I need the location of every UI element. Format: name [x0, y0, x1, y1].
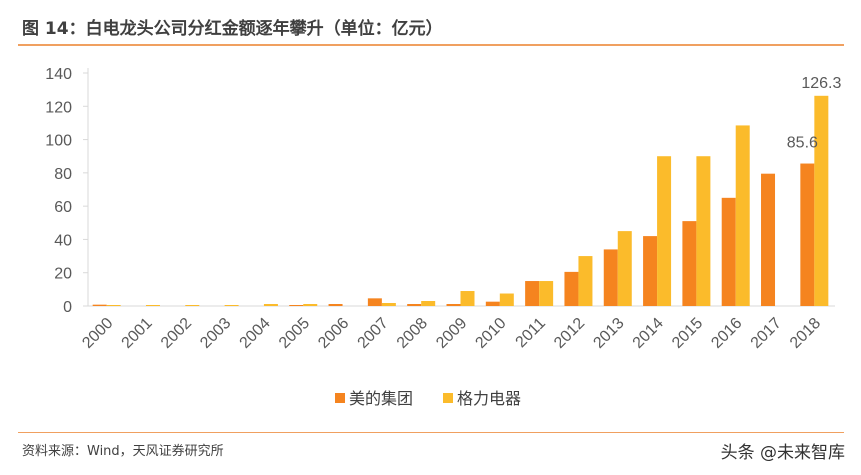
x-tick-label: 2014: [630, 315, 667, 352]
x-tick-label: 2006: [315, 315, 352, 352]
legend-swatch: [443, 393, 453, 403]
bar-midea-2013: [603, 249, 618, 306]
bar-midea-2008: [407, 304, 422, 306]
watermark: 头条 @未来智库: [720, 443, 845, 463]
bar-gree-2015: [696, 156, 711, 306]
bar-gree-2004: [263, 304, 278, 306]
bar-gree-2011: [539, 281, 554, 306]
bar-gree-2014: [657, 156, 672, 306]
y-tick-label: 100: [45, 133, 72, 150]
figure-title: 图 14：白电龙头公司分红金额逐年攀升（单位：亿元）: [22, 19, 443, 39]
divider: [18, 432, 844, 433]
bar-gree-2001: [145, 305, 160, 306]
x-tick-label: 2001: [119, 315, 156, 352]
bar-midea-2005: [289, 305, 304, 306]
y-tick-label: 60: [54, 199, 72, 216]
bar-gree-2010: [499, 293, 514, 306]
bar-midea-2015: [682, 221, 697, 306]
x-tick-label: 2005: [276, 315, 313, 352]
bar-gree-2016: [735, 125, 750, 306]
x-tick-label: 2012: [551, 315, 588, 352]
x-tick-label: 2000: [79, 315, 116, 352]
legend-label: 格力电器: [457, 389, 521, 408]
data-label: 126.3: [801, 75, 841, 92]
bar-midea-2010: [485, 301, 500, 306]
y-tick-label: 20: [54, 266, 72, 283]
x-tick-label: 2009: [433, 315, 470, 352]
x-tick-label: 2018: [787, 315, 824, 352]
bar-gree-2003: [224, 305, 239, 306]
divider: [18, 44, 844, 46]
y-tick-label: 40: [54, 232, 72, 249]
bar-midea-2000: [92, 304, 107, 306]
bar-midea-2017: [761, 173, 776, 306]
legend-swatch: [335, 393, 345, 403]
bar-midea-2006: [328, 304, 343, 306]
x-tick-label: 2013: [590, 315, 627, 352]
x-tick-label: 2010: [472, 315, 509, 352]
source-note: 资料来源：Wind，天风证券研究所: [22, 444, 224, 459]
bar-midea-2011: [525, 281, 540, 306]
x-tick-label: 2011: [513, 315, 549, 351]
x-tick-label: 2004: [237, 315, 274, 352]
x-tick-label: 2016: [708, 315, 745, 352]
data-label: 85.6: [787, 135, 818, 152]
bar-midea-2018: [800, 163, 815, 306]
x-tick-label: 2008: [394, 315, 431, 352]
bar-midea-2016: [721, 197, 736, 306]
x-tick-label: 2017: [748, 315, 785, 352]
y-tick-label: 0: [63, 299, 72, 316]
bar-gree-2013: [617, 231, 632, 306]
bar-gree-2008: [421, 301, 436, 306]
legend-label: 美的集团: [349, 389, 413, 408]
x-tick-label: 2002: [158, 315, 195, 352]
x-tick-label: 2015: [669, 315, 706, 352]
x-tick-label: 2003: [197, 315, 234, 352]
bar-gree-2005: [303, 304, 318, 306]
bar-gree-2000: [106, 305, 121, 306]
y-tick-label: 120: [45, 99, 72, 116]
bar-gree-2002: [185, 305, 200, 306]
bar-midea-2014: [643, 236, 658, 306]
x-tick-label: 2007: [355, 315, 392, 352]
bar-gree-2007: [381, 303, 396, 306]
bar-gree-2009: [460, 291, 475, 306]
bar-gree-2012: [578, 256, 593, 306]
y-tick-label: 140: [45, 66, 72, 83]
y-tick-label: 80: [54, 166, 72, 183]
bar-gree-2018: [814, 95, 829, 306]
bar-midea-2009: [446, 304, 461, 306]
bar-midea-2007: [367, 298, 382, 306]
bar-midea-2012: [564, 271, 579, 306]
